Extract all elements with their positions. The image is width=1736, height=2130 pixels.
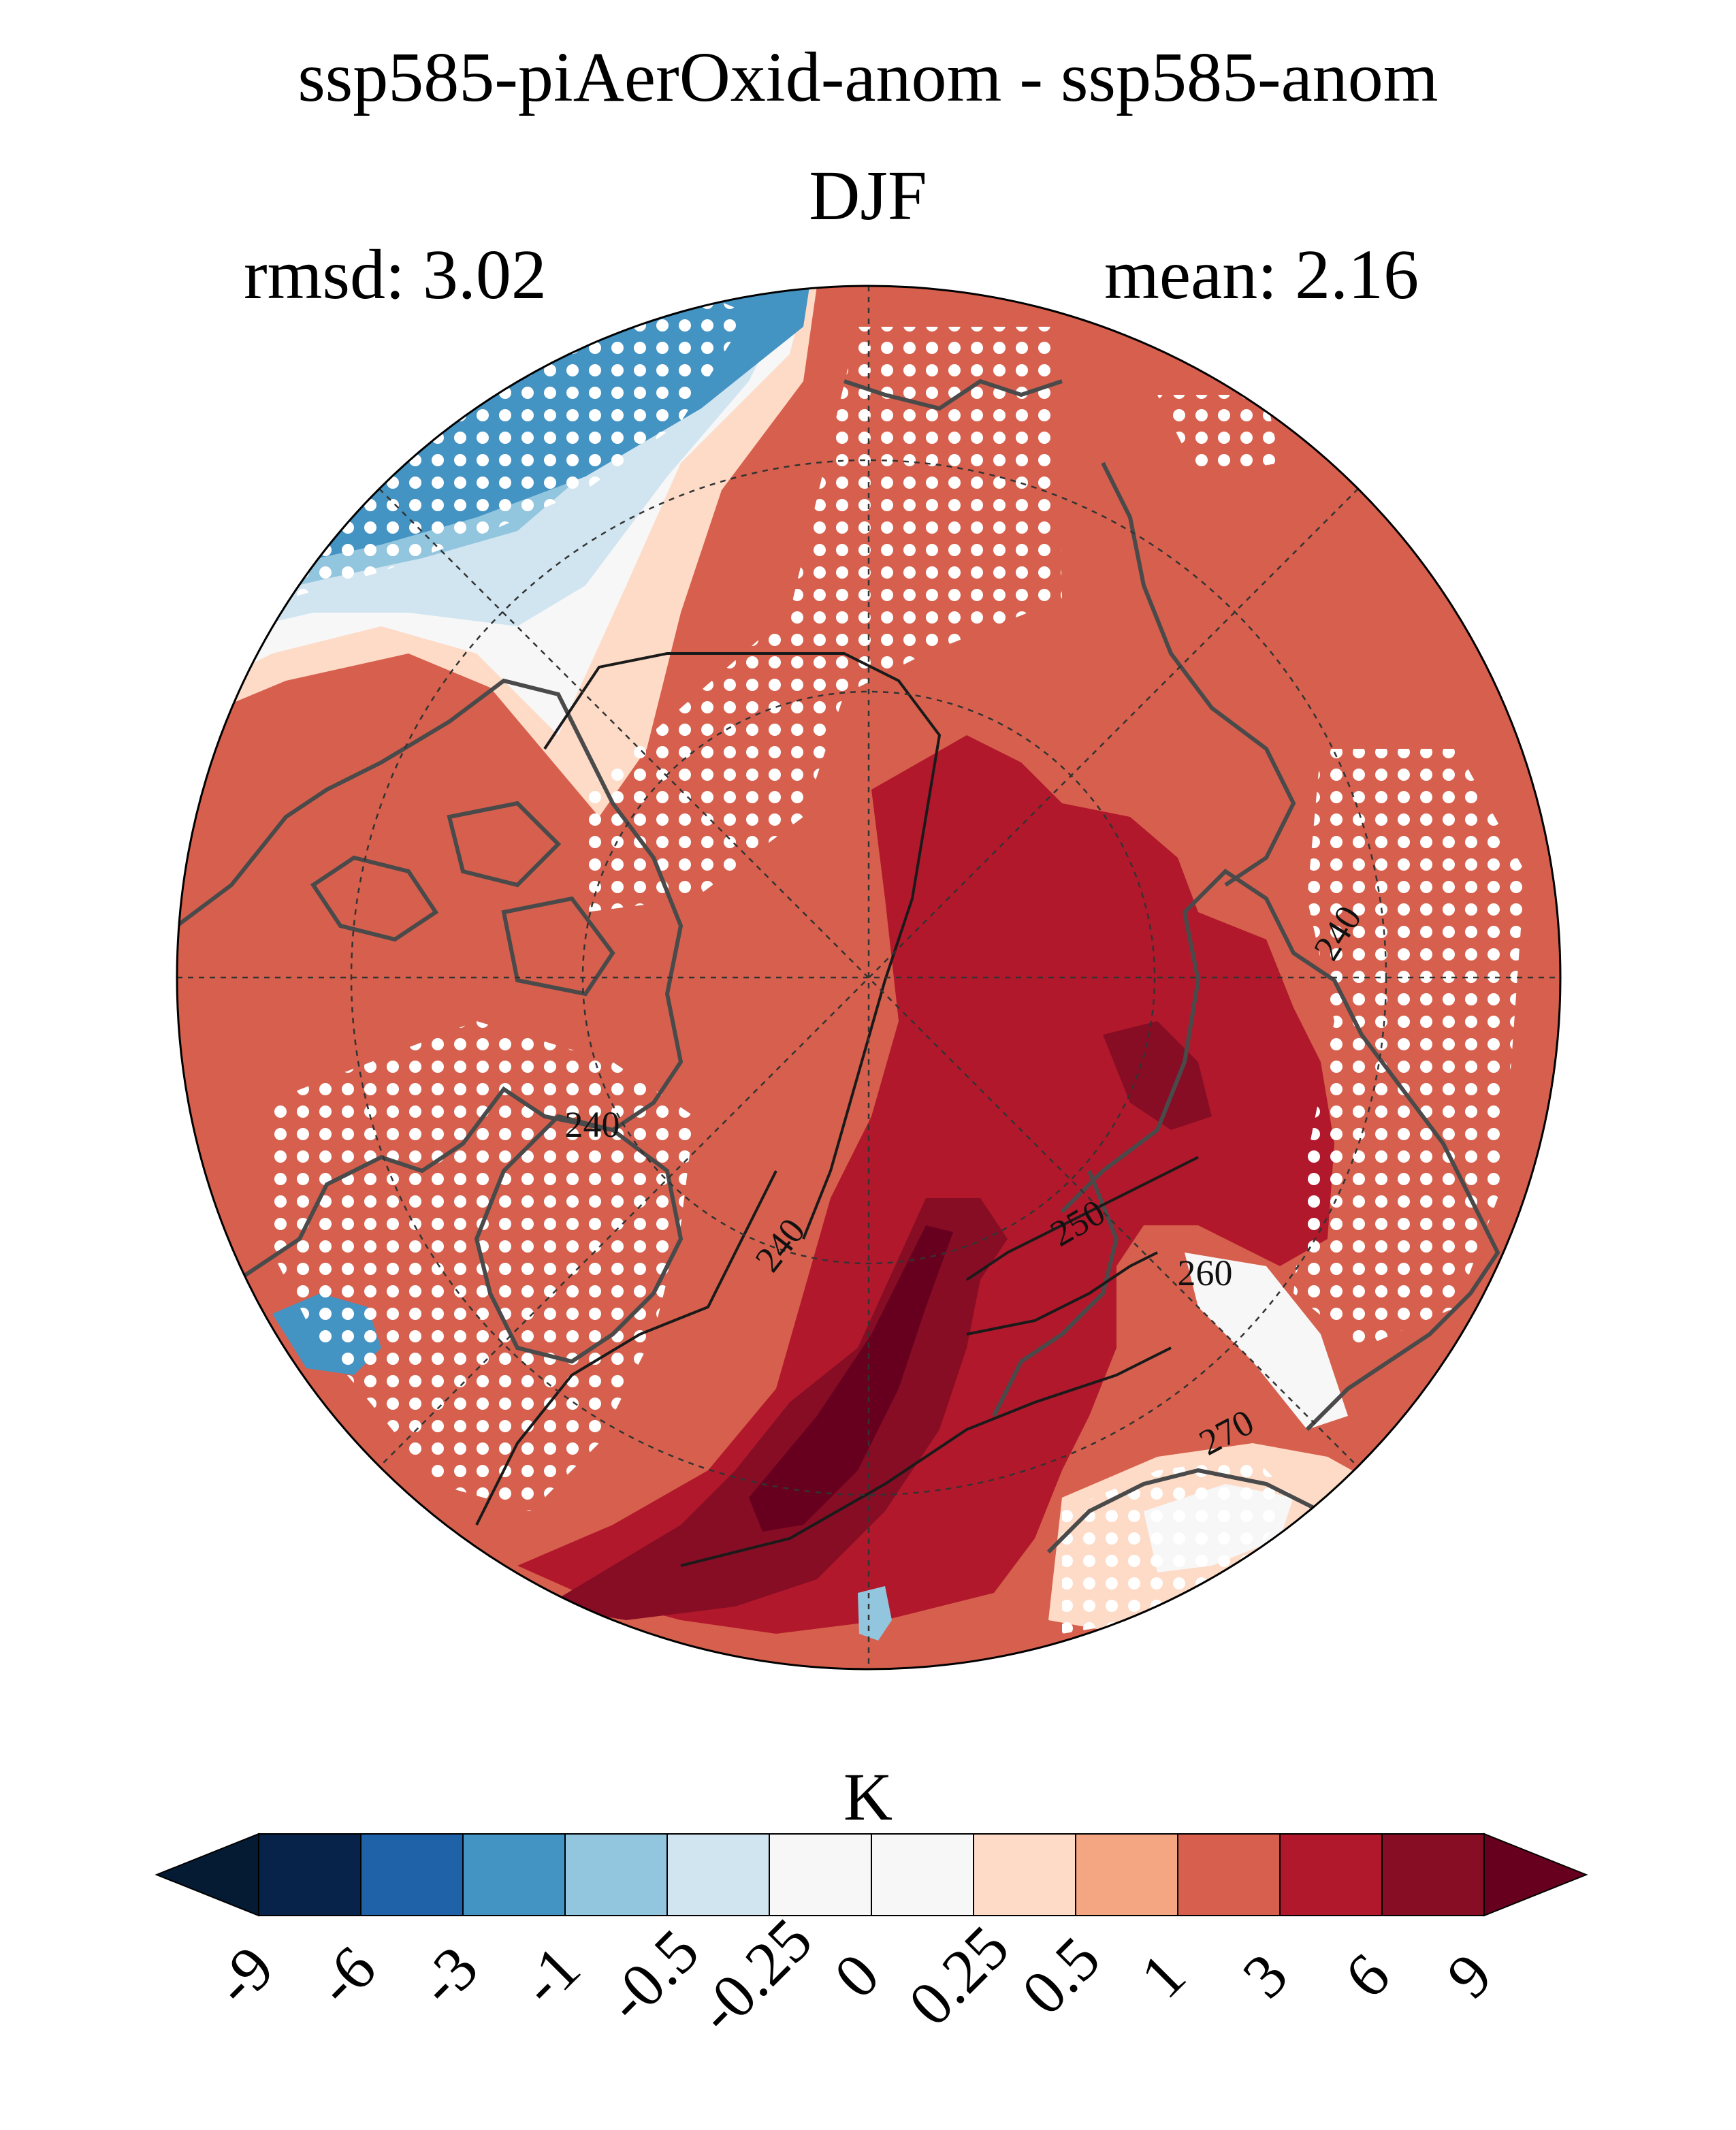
contour-240-greenland xyxy=(475,1170,777,1526)
contour-label: 260 xyxy=(1178,1253,1233,1293)
colorbar-box xyxy=(666,1833,770,1916)
colorbar-box xyxy=(871,1833,974,1916)
colorbar-box xyxy=(462,1833,566,1916)
region-caspian-pale xyxy=(1185,1253,1348,1430)
coastline-north-america xyxy=(177,678,684,1336)
contour-250 xyxy=(965,1156,1199,1281)
coastline-eurasia xyxy=(1060,869,1500,1432)
colorbar-tick-label: 1 xyxy=(1127,1940,1199,2012)
colorbar-tick-label: -0.25 xyxy=(684,1905,825,2046)
colorbar-box xyxy=(1381,1833,1485,1916)
colorbar-unit: K xyxy=(843,1759,893,1835)
graticule-meridian-135 xyxy=(379,488,1359,1468)
map-lines xyxy=(177,286,1560,1669)
colorbar-tick-label: 3 xyxy=(1229,1940,1301,2012)
colorbar-box xyxy=(258,1833,361,1916)
season-label: DJF xyxy=(809,157,927,235)
colorbar-box xyxy=(1279,1833,1383,1916)
colorbar-over-arrow xyxy=(1483,1833,1588,1917)
coastline-scandinavia xyxy=(992,1169,1119,1417)
stippling-alaska xyxy=(259,286,749,599)
colorbar-tick-label: -6 xyxy=(303,1933,389,2018)
stippling-canada xyxy=(266,1021,694,1511)
colorbar-tick-label: 0 xyxy=(821,1940,893,2012)
colorbar-tick-label: 9 xyxy=(1434,1940,1505,2012)
region-north-atlantic-peak xyxy=(749,1225,953,1532)
colorbar-box xyxy=(973,1833,1076,1916)
colorbar-tick-label: 0.5 xyxy=(1008,1923,1112,2027)
contour-240-north-america xyxy=(543,652,942,1240)
rmsd-label: rmsd: 3.02 xyxy=(244,236,547,314)
coastline-greenland xyxy=(474,1114,684,1364)
stippling-europe xyxy=(1062,1457,1293,1634)
contour-270 xyxy=(680,1346,1172,1567)
colorbar-box xyxy=(564,1833,668,1916)
colorbar-under-arrow xyxy=(155,1833,259,1917)
coastline-canada-islands xyxy=(310,801,615,997)
colorbar-box xyxy=(769,1833,872,1916)
colorbar-tick-label: -9 xyxy=(201,1933,287,2018)
stippling-siberia xyxy=(1293,749,1525,1348)
figure-title: ssp585-piAerOxid-anom - ssp585-anom xyxy=(298,38,1438,116)
graticule-meridian-45 xyxy=(379,488,1359,1468)
region-atlantic-cool-spot xyxy=(858,1586,892,1641)
stippling-chukotka xyxy=(1157,395,1280,477)
contour-260 xyxy=(966,1251,1158,1336)
coastline-chukotka xyxy=(843,378,1063,411)
contour-label: 240 xyxy=(565,1104,620,1145)
map-boundary xyxy=(176,285,1562,1671)
colorbar-tick-label: -1 xyxy=(507,1933,593,2018)
colorbar-tick-label: -0.5 xyxy=(593,1916,712,2035)
colorbar-box xyxy=(1075,1833,1178,1916)
coastline-siberia-north xyxy=(1101,462,1296,887)
colorbar-box xyxy=(1177,1833,1281,1916)
region-central-arctic-warm-core xyxy=(517,735,1334,1634)
region-barents-kara-max xyxy=(1103,1021,1212,1130)
colorbar-tick-label: 6 xyxy=(1332,1940,1403,2012)
mean-label: mean: 2.16 xyxy=(1104,236,1419,314)
colorbar-tick-label: -3 xyxy=(405,1933,491,2018)
stippling-bering xyxy=(585,327,1062,912)
colorbar-tick-label: 0.25 xyxy=(895,1912,1022,2039)
colorbar-ticks: -9 -6 -3 -1 -0.5-0.250 0.250.5 1 3 6 9 xyxy=(201,1905,1505,2046)
colorbar-boxes xyxy=(155,1833,1588,1917)
colorbar-box xyxy=(360,1833,464,1916)
